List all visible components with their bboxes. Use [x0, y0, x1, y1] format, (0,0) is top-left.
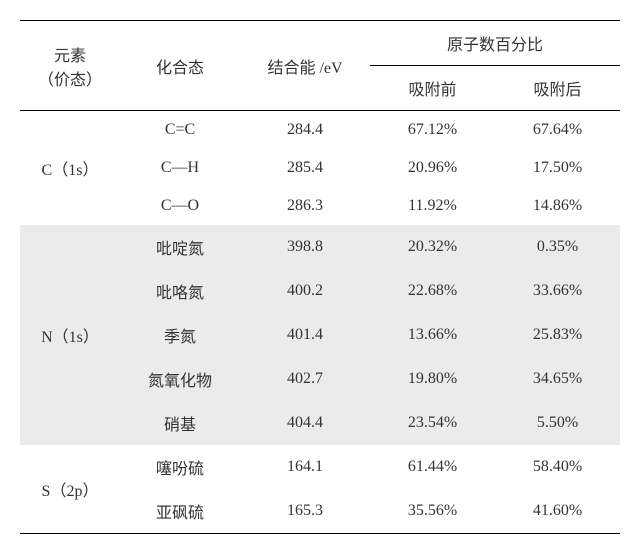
table-header: 元素 （价态） 化合态 结合能 /eV 原子数百分比 吸附前 吸附后 [20, 21, 620, 111]
cell-before: 22.68% [370, 269, 495, 313]
cell-before: 13.66% [370, 313, 495, 357]
cell-after: 17.50% [495, 149, 620, 187]
cell-before: 61.44% [370, 445, 495, 489]
cell-be: 285.4 [240, 149, 370, 187]
cell-before: 11.92% [370, 187, 495, 225]
cell-after: 67.64% [495, 111, 620, 150]
cell-species: 吡咯氮 [120, 269, 240, 313]
cell-species: 硝基 [120, 401, 240, 445]
cell-be: 165.3 [240, 489, 370, 534]
cell-after: 0.35% [495, 225, 620, 269]
table-body: C（1s）C=C284.467.12%67.64%C—H285.420.96%1… [20, 111, 620, 534]
cell-species: C=C [120, 111, 240, 150]
cell-before: 67.12% [370, 111, 495, 150]
cell-be: 402.7 [240, 357, 370, 401]
cell-species: C—H [120, 149, 240, 187]
cell-before: 19.80% [370, 357, 495, 401]
header-before: 吸附前 [370, 66, 495, 111]
cell-be: 164.1 [240, 445, 370, 489]
cell-element: S（2p） [20, 445, 120, 534]
header-element-line1: 元素 [54, 48, 86, 65]
cell-after: 58.40% [495, 445, 620, 489]
cell-before: 20.96% [370, 149, 495, 187]
table-row: S（2p）噻吩硫164.161.44%58.40% [20, 445, 620, 489]
cell-after: 41.60% [495, 489, 620, 534]
cell-be: 286.3 [240, 187, 370, 225]
cell-element: C（1s） [20, 111, 120, 226]
cell-after: 14.86% [495, 187, 620, 225]
cell-before: 20.32% [370, 225, 495, 269]
cell-species: 吡啶氮 [120, 225, 240, 269]
cell-after: 34.65% [495, 357, 620, 401]
header-after: 吸附后 [495, 66, 620, 111]
cell-species: 季氮 [120, 313, 240, 357]
cell-before: 23.54% [370, 401, 495, 445]
header-element: 元素 （价态） [20, 21, 120, 111]
xps-table: 元素 （价态） 化合态 结合能 /eV 原子数百分比 吸附前 吸附后 C（1s）… [20, 20, 620, 534]
cell-species: 亚砜硫 [120, 489, 240, 534]
cell-before: 35.56% [370, 489, 495, 534]
cell-after: 5.50% [495, 401, 620, 445]
header-atomic-pct-group: 原子数百分比 [370, 21, 620, 66]
cell-species: 氮氧化物 [120, 357, 240, 401]
cell-after: 33.66% [495, 269, 620, 313]
header-species: 化合态 [120, 21, 240, 111]
cell-be: 401.4 [240, 313, 370, 357]
cell-species: 噻吩硫 [120, 445, 240, 489]
cell-species: C—O [120, 187, 240, 225]
table-row: N（1s）吡啶氮398.820.32%0.35% [20, 225, 620, 269]
cell-after: 25.83% [495, 313, 620, 357]
cell-be: 400.2 [240, 269, 370, 313]
cell-be: 398.8 [240, 225, 370, 269]
header-element-line2: （价态） [38, 72, 102, 89]
header-be: 结合能 /eV [240, 21, 370, 111]
cell-be: 404.4 [240, 401, 370, 445]
table-row: C（1s）C=C284.467.12%67.64% [20, 111, 620, 150]
cell-be: 284.4 [240, 111, 370, 150]
cell-element: N（1s） [20, 225, 120, 445]
